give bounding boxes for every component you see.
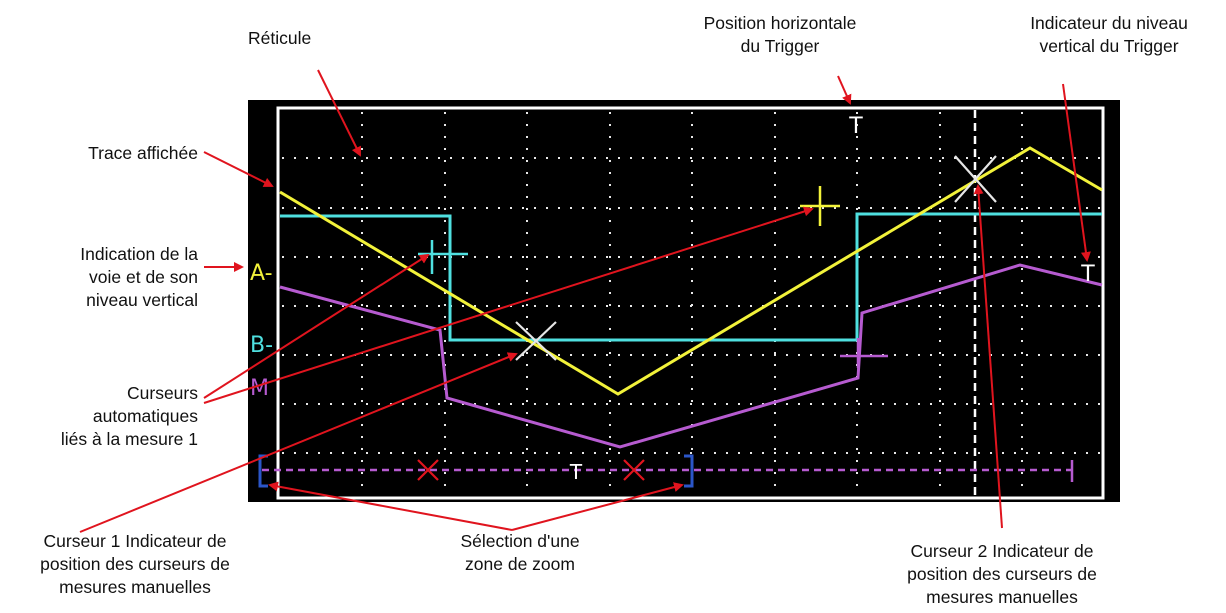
- arrow-cursor1: [79, 352, 518, 533]
- arrow-cursor2: [973, 184, 1003, 529]
- trigger-marker-bottom: T: [569, 460, 583, 484]
- trace-m: [279, 263, 1103, 449]
- arrow-zoom-left: [268, 481, 513, 531]
- label-trigger-horizontal: Position horizontale du Trigger: [703, 13, 857, 56]
- label-auto-cursors: Curseurs automatiques liés à la mesure 1: [60, 383, 198, 449]
- arrow-trace: [203, 151, 274, 187]
- screen-background: [248, 100, 1120, 502]
- channel-a-label: A-: [250, 261, 273, 286]
- label-channel: Indication de la voie et de son niveau v…: [80, 244, 198, 310]
- zoom-cursor-2-x: [623, 459, 645, 481]
- label-cursor-2: Curseur 2 Indicateur de position des cur…: [907, 541, 1097, 607]
- trigger-marker-right: T: [1080, 262, 1095, 287]
- label-zoom: Sélection d'une zone de zoom: [460, 531, 580, 574]
- reticule-grid: [282, 112, 1100, 495]
- zoom-cursor-1-x: [417, 459, 439, 481]
- trigger-marker-top: T: [848, 114, 863, 139]
- trace-b: [280, 212, 1102, 342]
- arrow-trigger-h: [837, 75, 852, 105]
- trace-a: [279, 146, 1103, 396]
- arrow-zoom-right: [511, 482, 684, 531]
- arrow-trigger-v: [1062, 83, 1091, 262]
- channel-m-label: M: [250, 376, 269, 401]
- arrow-auto-1: [203, 253, 430, 399]
- arrow-reticule: [317, 69, 361, 157]
- manual-cursor-2-x: [954, 155, 997, 203]
- label-trigger-vertical: Indicateur du niveau vertical du Trigger: [1030, 13, 1188, 56]
- label-trace: Trace affichée: [88, 143, 198, 163]
- label-reticule: Réticule: [248, 28, 312, 48]
- channel-b-label: B-: [250, 333, 273, 358]
- manual-cursor-1-x: [515, 321, 557, 361]
- label-cursor-1: Curseur 1 Indicateur de position des cur…: [40, 531, 230, 597]
- auto-cursor-1: [800, 186, 840, 226]
- zoom-bracket-right: [684, 454, 694, 488]
- auto-cursor-3: [840, 338, 888, 368]
- arrow-auto-2: [203, 206, 814, 404]
- screen-frame: [276, 106, 1105, 500]
